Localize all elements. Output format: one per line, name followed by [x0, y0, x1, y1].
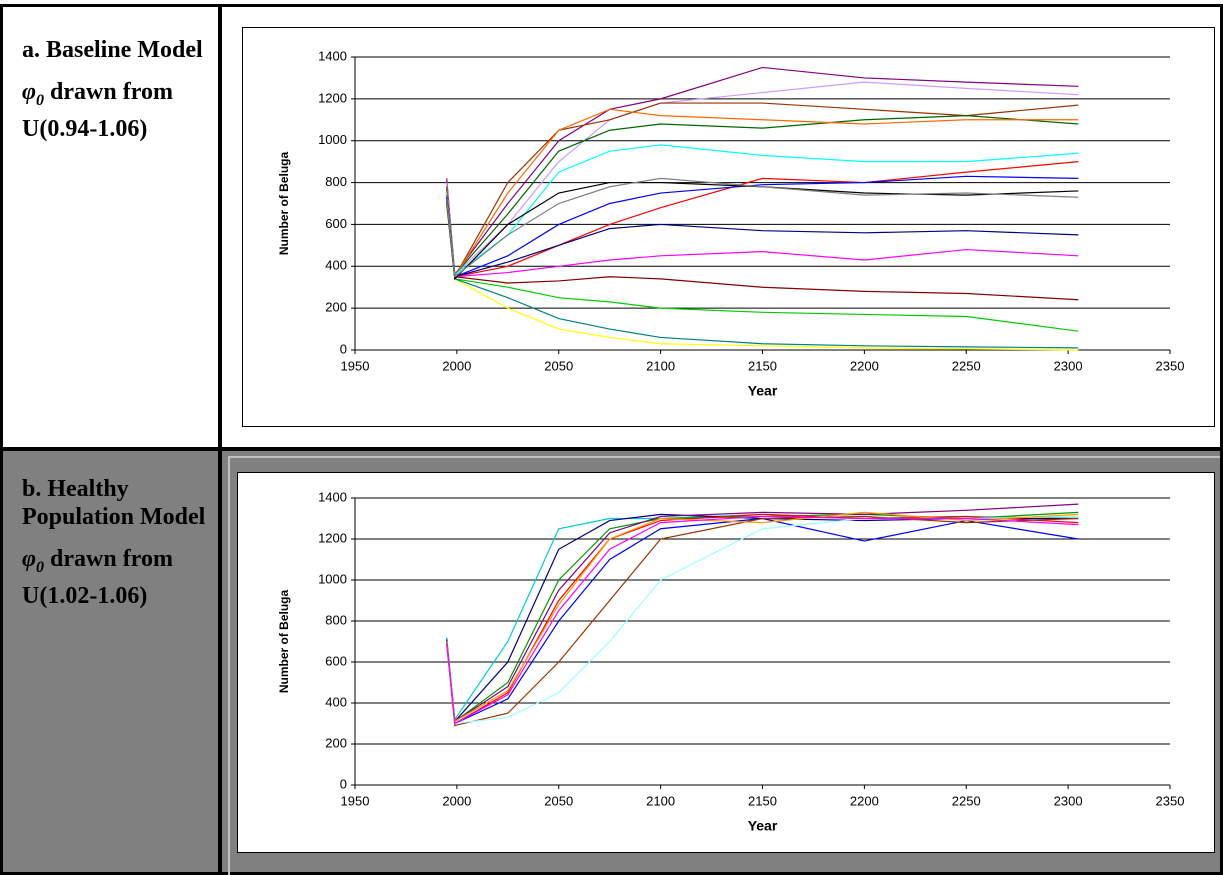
y-tick-label: 200 [325, 735, 347, 750]
series-line [446, 177, 1079, 278]
series-line [446, 203, 1079, 349]
x-tick-label: 2250 [952, 793, 981, 808]
y-tick-label: 800 [325, 174, 347, 189]
table-border [0, 4, 1223, 875]
y-tick-label: 1200 [318, 90, 347, 105]
subscript: 0 [36, 558, 45, 576]
x-tick-label: 2000 [442, 358, 471, 373]
y-tick-label: 200 [325, 300, 347, 315]
chart: 0 200 400 600 800 1000 1200 1400 1950 2000 2050 210… [237, 472, 1215, 853]
series-line [446, 515, 1079, 725]
subscript: 0 [36, 91, 45, 109]
symbol: φ [22, 546, 37, 572]
y-tick-label: 1400 [318, 489, 347, 504]
series-line [446, 503, 1079, 723]
x-tick-label: 2250 [952, 358, 981, 373]
panel-title: a. Baseline Model [22, 37, 203, 63]
y-tick-label: 1200 [318, 530, 347, 545]
chart: 0 200 400 600 800 1000 1200 1400 1950 2000 2050 210… [242, 27, 1215, 427]
x-tick-label: 2300 [1054, 793, 1083, 808]
series-line [446, 114, 1079, 277]
panel-label: b. Healthy Population Model φ0 drawn fro… [22, 475, 207, 610]
y-tick-label: 600 [325, 216, 347, 231]
series-line [446, 102, 1079, 279]
x-tick-label: 2200 [850, 793, 879, 808]
x-tick-label: 2150 [748, 793, 777, 808]
series-line [446, 515, 1079, 727]
y-tick-label: 800 [325, 612, 347, 627]
col-divider [218, 4, 222, 875]
series-line [446, 203, 1079, 332]
series-line [446, 175, 1079, 278]
y-tick-label: 1400 [318, 48, 347, 63]
x-tick-label: 2350 [1156, 793, 1185, 808]
series-line [446, 201, 1079, 278]
y-tick-label: 0 [340, 776, 347, 791]
x-axis-title: Year [748, 818, 778, 834]
x-tick-label: 1950 [341, 793, 370, 808]
y-tick-label: 400 [325, 694, 347, 709]
y-tick-label: 400 [325, 258, 347, 273]
series-line [446, 144, 1079, 276]
x-tick-label: 2100 [646, 793, 675, 808]
series-line [446, 203, 1079, 301]
x-tick-label: 2150 [748, 358, 777, 373]
y-tick-label: 1000 [318, 571, 347, 586]
y-tick-label: 1000 [318, 132, 347, 147]
x-tick-label: 2200 [850, 358, 879, 373]
x-tick-label: 2050 [544, 793, 573, 808]
x-tick-label: 2350 [1156, 358, 1185, 373]
x-tick-label: 2000 [442, 793, 471, 808]
series-line [446, 199, 1079, 278]
x-tick-label: 2100 [646, 358, 675, 373]
x-tick-label: 2050 [544, 358, 573, 373]
row-divider [0, 447, 1223, 451]
panel-title: b. Healthy Population Model [22, 476, 206, 530]
y-axis-title: Number of Beluga [277, 152, 291, 256]
series-line [446, 511, 1079, 723]
chart-area [242, 27, 1215, 427]
series-line [446, 205, 1079, 351]
panel-text: drawn from U(1.02-1.06) [22, 546, 173, 609]
cell-edge [228, 456, 1220, 875]
y-tick-label: 0 [340, 341, 347, 356]
series-line [446, 517, 1079, 725]
y-tick-label: 600 [325, 653, 347, 668]
series-line [446, 108, 1079, 279]
x-axis-title: Year [748, 383, 778, 399]
series-line [446, 161, 1079, 278]
x-tick-label: 1950 [341, 358, 370, 373]
series-line [446, 66, 1079, 277]
series-line [446, 513, 1079, 725]
y-axis-title: Number of Beluga [277, 590, 291, 694]
x-tick-label: 2300 [1054, 358, 1083, 373]
panel-text: drawn from U(0.94-1.06) [22, 79, 173, 142]
panel-label: a. Baseline Model φ0 drawn from U(0.94-1… [22, 36, 207, 143]
symbol: φ [22, 79, 37, 105]
